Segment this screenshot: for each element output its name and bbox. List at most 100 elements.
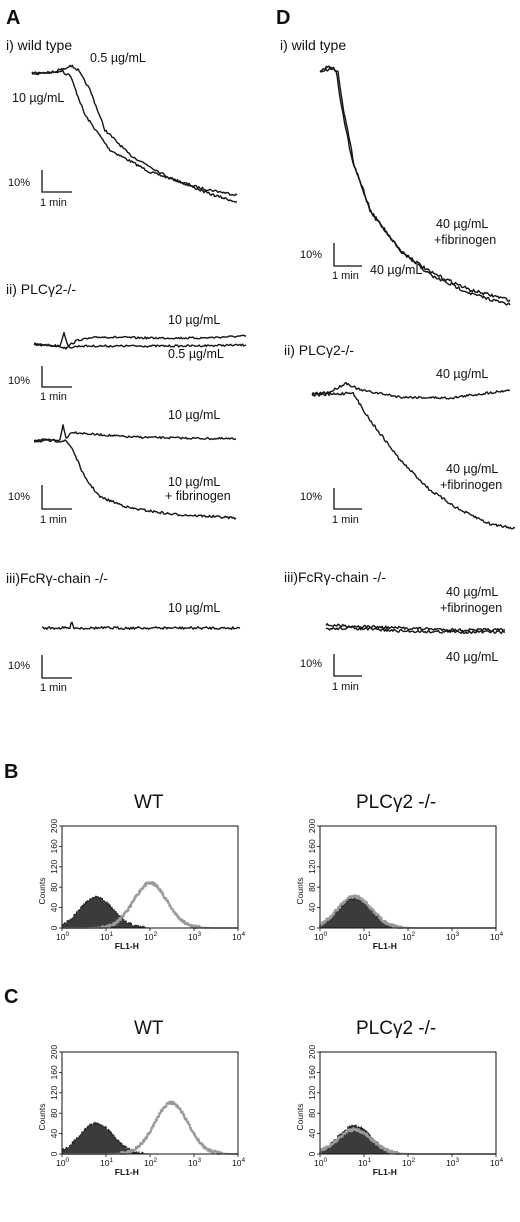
scale-bar: 10% 1 min xyxy=(8,485,72,526)
panel-letter-b: B xyxy=(4,761,18,783)
condition-label: iii)FcRγ-chain -/- xyxy=(284,569,386,585)
aggregation-trace xyxy=(311,391,516,530)
histogram-plot: 100 101 102 103 104 0 40 80 120 160 200 Counts FL1-H xyxy=(37,1045,245,1177)
concentration-label: 40 µg/mL xyxy=(436,217,488,231)
concentration-label: + fibrinogen xyxy=(165,489,231,503)
histogram-plot: 100 101 102 103 104 0 40 80 120 160 200 Counts FL1-H xyxy=(37,819,245,951)
y-tick-label: 200 xyxy=(307,1045,317,1059)
concentration-label: 10 µg/mL xyxy=(12,91,64,105)
concentration-label: 40 µg/mL xyxy=(370,263,422,277)
histogram-title: PLCγ2 -/- xyxy=(356,792,436,813)
y-tick-label: 40 xyxy=(49,1129,59,1139)
concentration-label: 10 µg/mL xyxy=(168,313,220,327)
aggregation-trace xyxy=(34,331,246,348)
concentration-label: 10 µg/mL xyxy=(168,601,220,615)
concentration-label: +fibrinogen xyxy=(440,601,502,615)
scale-time: 1 min xyxy=(332,270,359,282)
aggregation-trace xyxy=(33,439,237,520)
y-tick-label: 160 xyxy=(49,839,59,853)
aggregation-trace xyxy=(33,424,237,442)
x-tick-label: 103 xyxy=(188,1157,201,1168)
x-tick-label: 102 xyxy=(144,1157,157,1168)
x-tick-label: 103 xyxy=(188,931,201,942)
scale-percent: 10% xyxy=(8,491,30,503)
x-tick-label: 101 xyxy=(358,1157,371,1168)
scale-bar: 10% 1 min xyxy=(8,655,72,694)
x-tick-label: 101 xyxy=(100,1157,113,1168)
concentration-label: +fibrinogen xyxy=(440,478,502,492)
concentration-label: 40 µg/mL xyxy=(446,650,498,664)
x-axis-label: FL1-H xyxy=(115,941,139,951)
scale-percent: 10% xyxy=(300,249,322,261)
scale-percent: 10% xyxy=(8,375,30,387)
x-tick-label: 103 xyxy=(446,931,459,942)
y-axis-label: Counts xyxy=(37,878,47,905)
scale-percent: 10% xyxy=(8,660,30,672)
y-tick-label: 80 xyxy=(49,882,59,892)
histogram-filled-series xyxy=(319,896,496,929)
y-tick-label: 200 xyxy=(49,1045,59,1059)
y-tick-label: 0 xyxy=(307,1151,317,1156)
concentration-label: 40 µg/mL xyxy=(446,462,498,476)
y-tick-label: 120 xyxy=(49,1085,59,1099)
y-tick-label: 120 xyxy=(307,1085,317,1099)
x-tick-label: 102 xyxy=(402,931,415,942)
y-tick-label: 0 xyxy=(49,1151,59,1156)
y-tick-label: 200 xyxy=(307,819,317,833)
x-axis-label: FL1-H xyxy=(115,1167,139,1177)
aggregation-trace xyxy=(31,64,238,203)
concentration-label: 0.5 µg/mL xyxy=(168,347,224,361)
y-axis-label: Counts xyxy=(37,1104,47,1131)
scale-bar: 10% 1 min xyxy=(8,366,72,403)
aggregation-trace xyxy=(311,381,511,400)
scale-percent: 10% xyxy=(8,177,30,189)
panel-letter-d: D xyxy=(276,7,290,29)
panel-a-wild-type: i) wild type 0.5 µg/mL 10 µg/mL 10% 1 mi… xyxy=(6,37,238,209)
x-tick-label: 104 xyxy=(232,1157,245,1168)
panel-d-plc-null: ii) PLCγ2-/- 40 µg/mL 40 µg/mL +fibrinog… xyxy=(284,342,516,530)
y-tick-label: 80 xyxy=(307,882,317,892)
y-tick-label: 80 xyxy=(307,1108,317,1118)
x-tick-label: 100 xyxy=(56,931,69,942)
condition-label: i) wild type xyxy=(280,37,346,53)
condition-label: ii) PLCγ2-/- xyxy=(6,281,76,297)
scale-time: 1 min xyxy=(40,682,67,694)
panel-a-fcr-null: iii)FcRγ-chain -/- 10 µg/mL 10% 1 min xyxy=(6,570,241,694)
scale-bar: 10% 1 min xyxy=(300,243,362,282)
x-axis-label: FL1-H xyxy=(373,1167,397,1177)
aggregation-trace xyxy=(319,66,511,306)
scale-time: 1 min xyxy=(40,391,67,403)
y-tick-label: 40 xyxy=(49,903,59,913)
concentration-label: 40 µg/mL xyxy=(446,585,498,599)
scale-time: 1 min xyxy=(332,514,359,526)
x-tick-label: 104 xyxy=(490,931,503,942)
scale-percent: 10% xyxy=(300,491,322,503)
y-tick-label: 40 xyxy=(307,903,317,913)
scale-bar: 10% 1 min xyxy=(300,654,362,693)
condition-label: ii) PLCγ2-/- xyxy=(284,342,354,358)
panel-d-wild-type: i) wild type 40 µg/mL +fibrinogen 40 µg/… xyxy=(280,37,511,306)
panel-d-fcr-null: iii)FcRγ-chain -/- 40 µg/mL +fibrinogen … xyxy=(284,569,506,693)
y-tick-label: 160 xyxy=(307,1065,317,1079)
x-tick-label: 103 xyxy=(446,1157,459,1168)
scale-bar: 10% 1 min xyxy=(8,170,72,209)
y-tick-label: 0 xyxy=(307,925,317,930)
panel-a-plc-null: ii) PLCγ2-/- 10 µg/mL 0.5 µg/mL 10% 1 mi… xyxy=(6,281,247,526)
histogram-title: WT xyxy=(134,1018,164,1039)
concentration-label: 0.5 µg/mL xyxy=(90,51,146,65)
y-tick-label: 160 xyxy=(49,1065,59,1079)
x-tick-label: 102 xyxy=(402,1157,415,1168)
concentration-label: +fibrinogen xyxy=(434,233,496,247)
concentration-label: 40 µg/mL xyxy=(436,367,488,381)
y-tick-label: 80 xyxy=(49,1108,59,1118)
x-axis-label: FL1-H xyxy=(373,941,397,951)
aggregation-trace xyxy=(31,67,238,197)
x-tick-label: 102 xyxy=(144,931,157,942)
x-tick-label: 100 xyxy=(314,1157,327,1168)
aggregation-trace xyxy=(33,343,247,350)
x-tick-label: 100 xyxy=(314,931,327,942)
histogram-plot: 100 101 102 103 104 0 40 80 120 160 200 Counts FL1-H xyxy=(295,1045,503,1177)
y-tick-label: 40 xyxy=(307,1129,317,1139)
x-tick-label: 100 xyxy=(56,1157,69,1168)
y-tick-label: 120 xyxy=(307,859,317,873)
